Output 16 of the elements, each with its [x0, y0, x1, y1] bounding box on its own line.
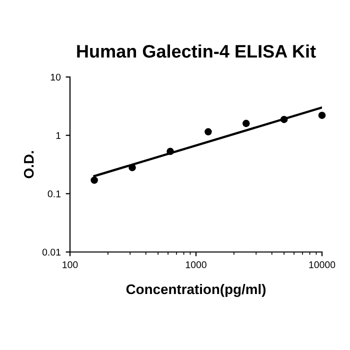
chart-title: Human Galectin-4 ELISA Kit: [77, 44, 316, 58]
y-tick-label: 1: [56, 132, 60, 139]
x-tick-label: 1000: [186, 261, 206, 268]
point: [166, 148, 174, 156]
x-tick-label: 100: [62, 261, 78, 268]
x-tick-label: 10000: [309, 261, 336, 268]
y-tick-label: 0.1: [48, 190, 60, 198]
y-axis-title: O.D.: [24, 151, 34, 178]
point: [242, 120, 250, 128]
y-tick-label: 0.01: [42, 248, 60, 256]
y-tick-label: 10: [50, 74, 61, 81]
point: [280, 116, 288, 124]
point: [204, 128, 212, 136]
point: [318, 112, 326, 119]
x-axis-title: Concentration(pg/ml): [126, 284, 266, 297]
point: [90, 176, 98, 184]
